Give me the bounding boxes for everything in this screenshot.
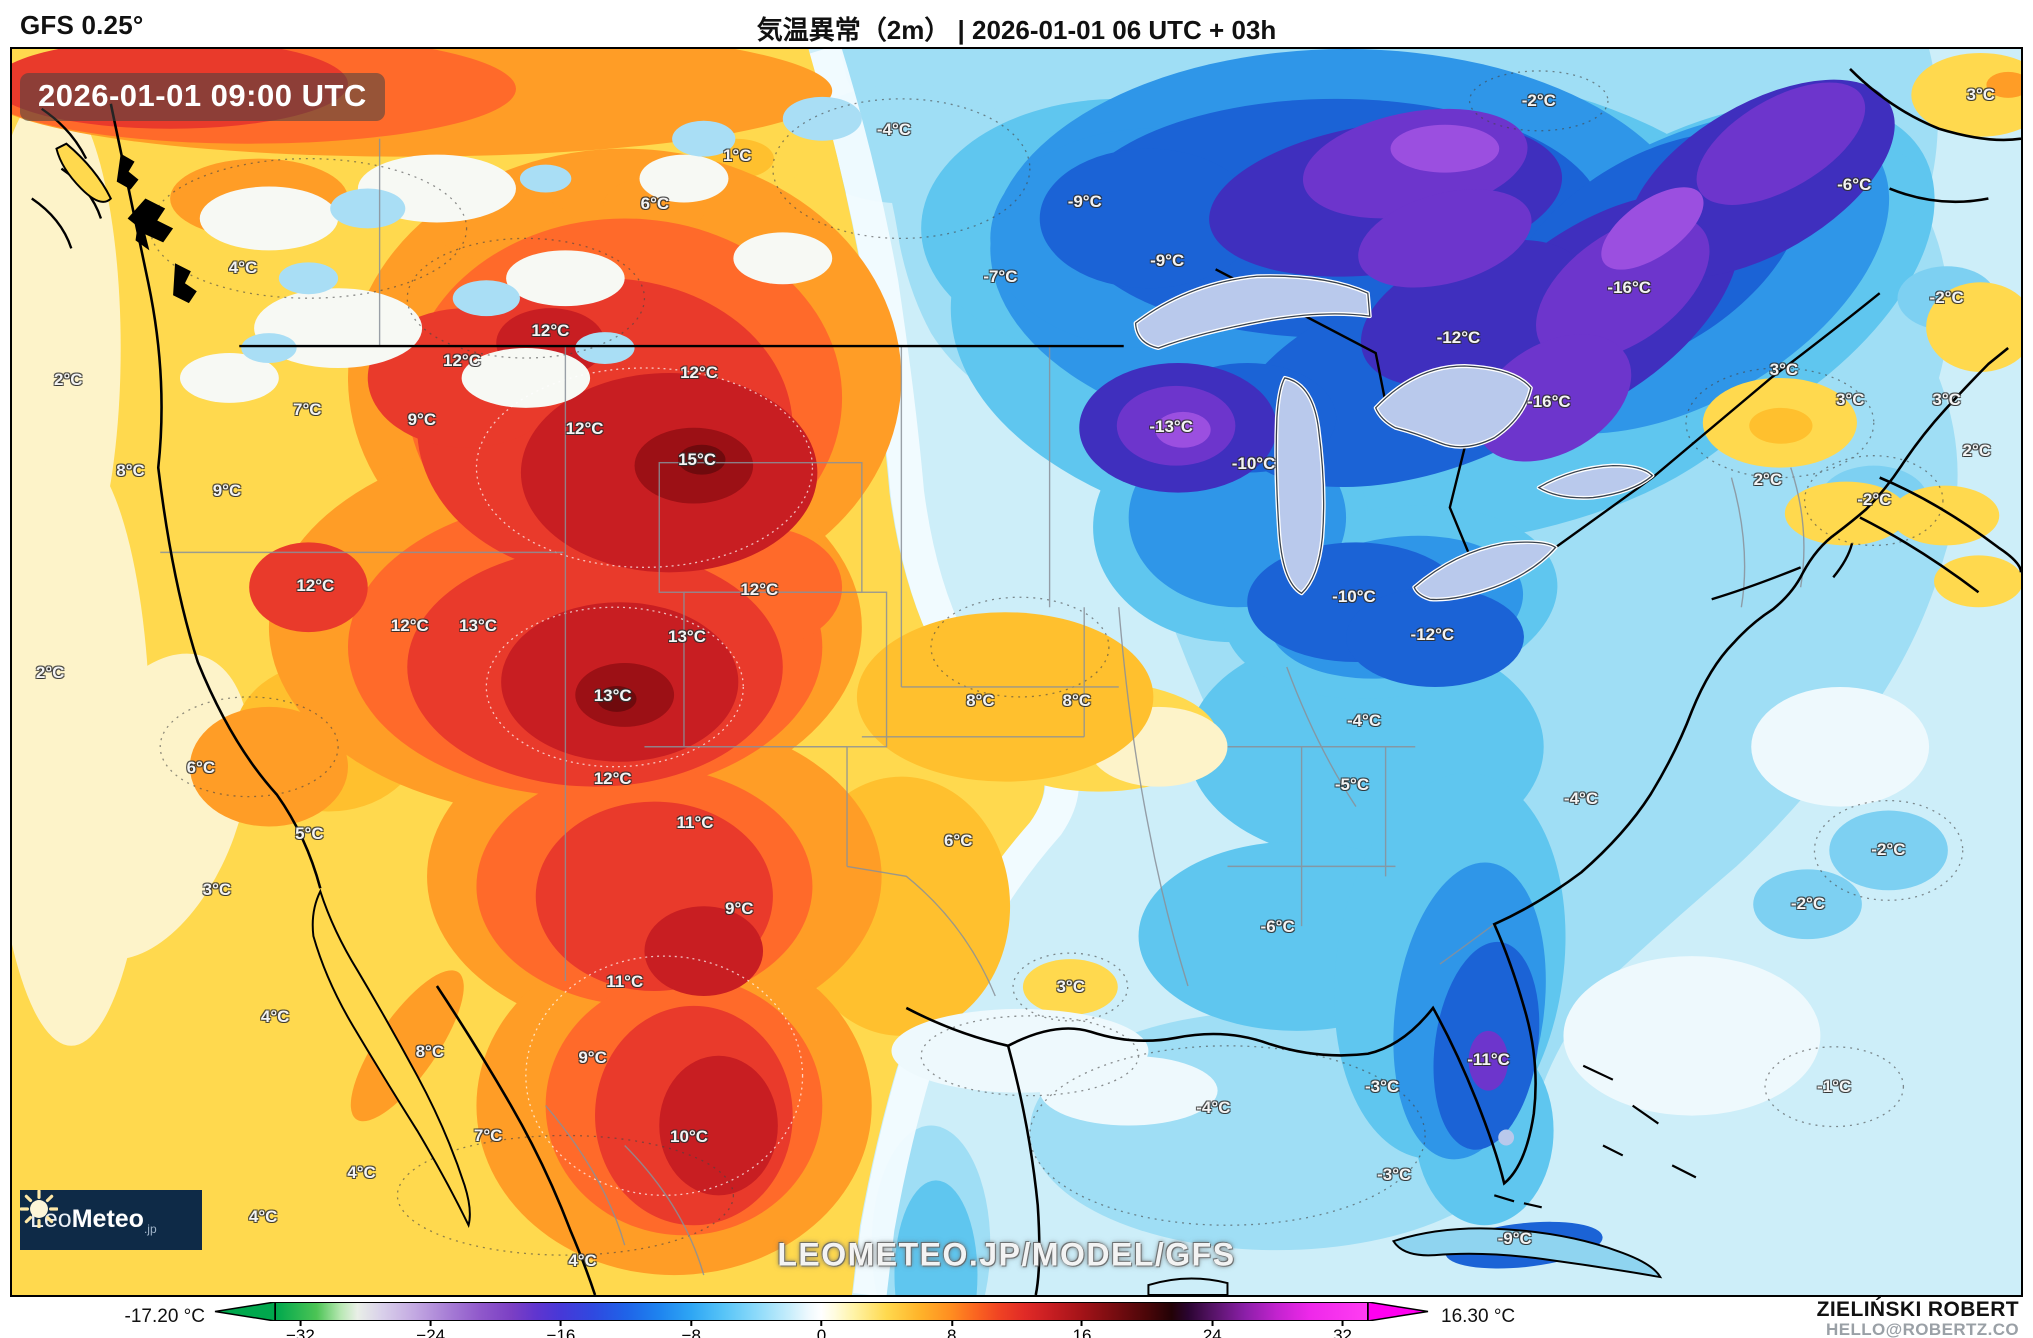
temperature-label: 6°C (640, 193, 670, 213)
temperature-label: -2°C (1521, 91, 1556, 111)
temperature-label: 7°C (293, 400, 322, 420)
temperature-label: 8°C (116, 461, 145, 481)
temperature-label: 6°C (943, 831, 973, 851)
colorbar-tick: 0 (817, 1320, 826, 1338)
temperature-label: -12°C (1410, 624, 1455, 644)
temperature-label: 3°C (1835, 390, 1865, 410)
temperature-label: -4°C (1346, 710, 1382, 730)
temperature-label: 13°C (668, 627, 707, 647)
temperature-label: 6°C (186, 757, 216, 777)
temperature-label: 9°C (724, 898, 754, 918)
colorbar-min-label: -17.20 °C (124, 1306, 205, 1327)
temperature-label: 10°C (670, 1126, 709, 1146)
temperature-label: 2°C (53, 370, 83, 390)
temperature-label: 3°C (1966, 85, 1996, 105)
colorbar-tick: −16 (547, 1320, 576, 1338)
temperature-label: 3°C (202, 880, 232, 900)
temperature-label: -2°C (1871, 840, 1906, 860)
temperature-label: -10°C (1231, 453, 1276, 473)
temperature-label: 9°C (407, 410, 437, 430)
temperature-label: 12°C (296, 576, 335, 596)
temperature-label: -5°C (1334, 775, 1370, 795)
temperature-label: -1°C (1817, 1076, 1852, 1096)
temperature-label: 4°C (347, 1162, 376, 1182)
temperature-label: 13°C (459, 615, 498, 635)
temperature-label: -6°C (1837, 174, 1872, 194)
leometeo-logo: LeoMeteo.jp (20, 1190, 202, 1250)
temperature-label: 9°C (212, 481, 242, 501)
temperature-label: -4°C (1563, 789, 1599, 809)
anomaly-map-canvas (12, 49, 2021, 1295)
temperature-label: 12°C (593, 769, 632, 789)
temperature-label: 3°C (1932, 390, 1961, 410)
temperature-label: -16°C (1527, 391, 1571, 411)
colorbar-tick: 8 (947, 1320, 956, 1338)
temperature-label: 2°C (35, 663, 65, 683)
temperature-label: -9°C (1497, 1228, 1532, 1248)
temperature-label: 4°C (248, 1206, 278, 1226)
author-credit: ZIELIŃSKI ROBERT (1816, 1298, 2019, 1321)
colorbar-tick: 32 (1333, 1320, 1352, 1338)
colorbar-left-arrow (214, 1302, 275, 1321)
temperature-label: 12°C (740, 579, 779, 599)
temperature-label: 4°C (568, 1251, 597, 1271)
temperature-label: 12°C (680, 362, 719, 382)
temperature-label: 11°C (606, 972, 644, 992)
temperature-label: -2°C (1929, 288, 1964, 308)
sun-icon (20, 1190, 58, 1228)
temperature-label: 3°C (1056, 977, 1085, 997)
temperature-label: 11°C (676, 812, 714, 832)
temperature-label: 4°C (228, 258, 258, 278)
colorbar-right-arrow (1368, 1302, 1429, 1321)
colorbar-tick: 16 (1073, 1320, 1092, 1338)
temperature-label: 4°C (260, 1007, 290, 1027)
anomaly-map: 2026-01-01 09:00 UTC 4°C 2°C 7°C 9°C 8°C 9°C 1… (10, 47, 2023, 1297)
model-label: GFS 0.25° (20, 10, 144, 40)
temperature-label: 7°C (473, 1125, 503, 1145)
colorbar-tick: 24 (1203, 1320, 1222, 1338)
temperature-label: 9°C (578, 1048, 607, 1068)
contact-credit: HELLO@ROBERTZ.CO (1826, 1320, 2019, 1338)
temperature-label: -4°C (1196, 1098, 1231, 1118)
temperature-label: -2°C (1857, 490, 1892, 510)
temperature-label: 13°C (593, 685, 632, 705)
temperature-label: 12°C (531, 320, 570, 340)
temperature-label: -6°C (1260, 917, 1295, 937)
temperature-label: 3°C (1769, 360, 1799, 380)
colorbar-max-label: 16.30 °C (1441, 1306, 1516, 1327)
temperature-label: 1°C (722, 146, 752, 166)
temperature-label: -9°C (1150, 250, 1185, 270)
temperature-label: 8°C (415, 1042, 445, 1062)
timestamp-badge: 2026-01-01 09:00 UTC (20, 73, 385, 121)
temperature-label: 12°C (390, 615, 429, 635)
colorbar: −32 −24 −16 −8 0 8 16 24 32 (275, 1302, 1368, 1338)
temperature-label: 15°C (678, 450, 717, 470)
temperature-label: -12°C (1436, 328, 1481, 348)
temperature-label: -13°C (1149, 416, 1194, 436)
temperature-label: 8°C (1062, 690, 1092, 710)
temperature-label: -7°C (983, 267, 1018, 287)
watermark: LEOMETEO.JP/MODEL/GFS (777, 1236, 1236, 1273)
temperature-label: -16°C (1607, 278, 1652, 298)
temperature-label: 12°C (443, 350, 482, 370)
temperature-label: -3°C (1365, 1076, 1400, 1096)
colorbar-tick: −8 (682, 1320, 701, 1338)
temperature-label: -2°C (1790, 893, 1826, 913)
page-title: 気温異常（2m） | 2026-01-01 06 UTC + 03h (756, 15, 1277, 45)
temperature-label: -3°C (1377, 1165, 1412, 1185)
footer: -17.20 °C −32 −24 −16 −8 0 8 16 24 32 16.30 °C Z… (0, 1298, 2033, 1338)
temperature-label: -10°C (1332, 587, 1376, 607)
temperature-label: 2°C (1753, 470, 1783, 490)
temperature-label: 8°C (966, 690, 995, 710)
temperature-label: -11°C (1467, 1049, 1510, 1069)
temperature-label: 5°C (295, 823, 324, 843)
temperature-label: -9°C (1067, 192, 1102, 212)
temperature-label: 2°C (1962, 441, 1992, 461)
colorbar-tick: −32 (286, 1320, 315, 1338)
colorbar-tick: −24 (416, 1320, 445, 1338)
temperature-label: -4°C (876, 119, 912, 139)
temperature-label: 12°C (565, 419, 604, 439)
